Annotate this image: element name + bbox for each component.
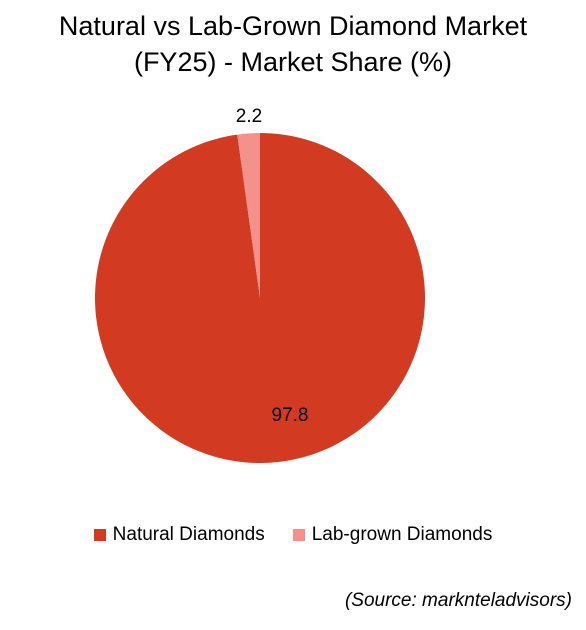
legend-item-natural: Natural Diamonds xyxy=(93,524,265,546)
chart-title-line-1: Natural vs Lab-Grown Diamond Market xyxy=(58,11,528,41)
legend-item-lab-grown: Lab-grown Diamonds xyxy=(292,524,493,546)
data-label-natural: 97.8 xyxy=(272,405,309,426)
legend-swatch-natural xyxy=(93,529,106,541)
chart-title-line-2: (FY25) - Market Share (%) xyxy=(133,47,453,77)
pie-slice-natural xyxy=(95,133,426,464)
chart-title: Natural vs Lab-Grown Diamond Market (FY2… xyxy=(0,8,586,80)
legend-swatch-lab-grown xyxy=(292,529,305,541)
source-note: (Source: marknteladvisors) xyxy=(344,590,572,611)
pie-slice-lab-grown xyxy=(237,133,260,298)
legend-label-natural: Natural Diamonds xyxy=(112,524,265,545)
data-label-lab-grown: 2.2 xyxy=(236,106,262,127)
chart-legend: Natural Diamonds Lab-grown Diamonds xyxy=(0,524,586,546)
legend-label-lab-grown: Lab-grown Diamonds xyxy=(311,524,493,545)
